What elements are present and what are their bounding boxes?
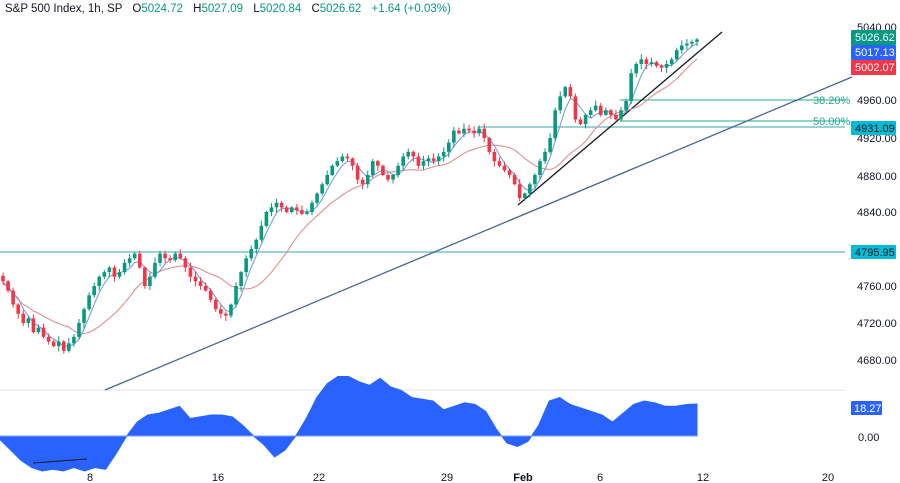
time-tick: 8 xyxy=(87,472,93,483)
resistance-value: 4795.95 xyxy=(855,247,895,259)
resistance-tag xyxy=(851,245,896,259)
time-tick-month: Feb xyxy=(513,472,533,483)
price-tick: 4680.00 xyxy=(857,355,897,367)
divergence-line[interactable] xyxy=(32,458,88,464)
long-trendline[interactable] xyxy=(104,76,853,391)
ma-slow-tag xyxy=(851,60,896,75)
oscillator-axis[interactable]: 18.27 0.00 xyxy=(851,401,882,444)
time-tick: 20 xyxy=(822,472,834,483)
candlestick-series xyxy=(1,37,699,354)
last-price-tag xyxy=(851,30,896,45)
fib-38-label: 38.20% xyxy=(813,95,851,107)
price-tick: 4880.00 xyxy=(857,171,897,183)
fib-50-label: 50.00% xyxy=(813,116,851,128)
time-tick: 6 xyxy=(597,472,603,483)
open-value: 5024.72 xyxy=(141,3,183,15)
high-label: H xyxy=(193,3,202,15)
price-tick: 4920.00 xyxy=(857,133,897,145)
last-price-value: 5026.62 xyxy=(855,32,895,44)
ma-fast-value: 5017.13 xyxy=(855,47,895,59)
low-label: L xyxy=(253,3,260,15)
low-value: 5020.84 xyxy=(259,3,302,15)
time-tick: 22 xyxy=(313,472,325,483)
time-axis[interactable]: 8 16 22 29 Feb 6 12 20 xyxy=(87,472,834,483)
ma-fast-tag xyxy=(851,45,896,60)
time-tick: 12 xyxy=(697,472,709,483)
change-value: +1.64 (+0.03%) xyxy=(371,3,451,15)
time-tick: 16 xyxy=(212,472,224,483)
symbol-name: S&P 500 Index, 1h, SP xyxy=(5,3,123,15)
price-tick: 4720.00 xyxy=(857,318,897,330)
ma-slow-value: 5002.07 xyxy=(855,62,895,74)
close-value: 5026.62 xyxy=(319,3,362,15)
time-tick: 29 xyxy=(441,472,453,483)
price-tick: 4960.00 xyxy=(857,95,897,107)
open-label: O xyxy=(132,3,142,15)
price-tick: 4840.00 xyxy=(857,207,897,219)
ma-fast-line xyxy=(2,43,698,347)
oscillator-pane[interactable] xyxy=(0,376,698,472)
oscillator-value: 18.27 xyxy=(854,403,882,415)
oscillator-zero: 0.00 xyxy=(858,432,879,444)
fib-level-tag xyxy=(851,121,896,135)
ma-slow-line xyxy=(2,58,698,335)
close-label: C xyxy=(311,3,320,15)
high-value: 5027.09 xyxy=(201,3,244,15)
fib-level-value: 4931.09 xyxy=(855,123,895,135)
symbol-legend: S&P 500 Index, 1h, SP O5024.72 H5027.09 … xyxy=(5,3,451,15)
price-tick: 4760.00 xyxy=(857,281,897,293)
oscillator-value-tag xyxy=(851,401,882,415)
price-axis[interactable]: 5040.00 4960.00 4920.00 4880.00 4840.00 … xyxy=(851,22,897,367)
